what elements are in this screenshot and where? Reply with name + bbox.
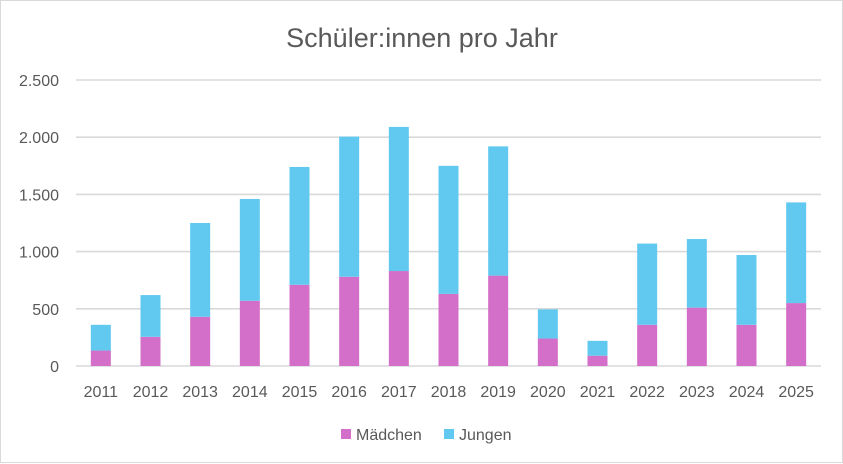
chart-title: Schüler:innen pro Jahr [286, 23, 558, 53]
bar-m-dchen-2017 [388, 271, 409, 366]
bar-m-dchen-2025 [786, 303, 807, 366]
legend-label: Mädchen [356, 427, 422, 444]
bar-jungen-2017 [388, 126, 409, 272]
x-tick-label: 2015 [282, 384, 318, 401]
x-tick-label: 2025 [778, 384, 814, 401]
bar-group-2025 [786, 202, 807, 366]
bar-m-dchen-2019 [488, 275, 509, 366]
x-tick-label: 2013 [182, 384, 218, 401]
bar-jungen-2023 [686, 239, 707, 308]
x-tick-label: 2018 [431, 384, 467, 401]
bar-group-2021 [587, 340, 608, 366]
bar-jungen-2025 [786, 202, 807, 304]
bar-group-2020 [537, 309, 558, 366]
y-tick-label: 500 [32, 302, 59, 319]
bar-jungen-2011 [90, 324, 111, 351]
bar-jungen-2015 [289, 166, 310, 285]
bar-m-dchen-2013 [190, 316, 211, 366]
bar-m-dchen-2012 [140, 336, 161, 366]
bar-m-dchen-2011 [90, 350, 111, 366]
bar-jungen-2020 [537, 309, 558, 339]
bar-m-dchen-2024 [736, 324, 757, 366]
bar-m-dchen-2022 [637, 324, 658, 366]
bar-jungen-2022 [637, 243, 658, 325]
bar-jungen-2021 [587, 340, 608, 356]
bar-m-dchen-2016 [339, 276, 360, 366]
legend-swatch [341, 429, 351, 439]
x-tick-label: 2024 [729, 384, 765, 401]
bars [90, 126, 807, 366]
x-tick-label: 2022 [629, 384, 665, 401]
bar-group-2014 [239, 198, 260, 366]
bar-group-2017 [388, 126, 409, 366]
bar-group-2018 [438, 165, 459, 366]
bar-group-2015 [289, 166, 310, 366]
x-tick-label: 2021 [580, 384, 616, 401]
x-tick-label: 2017 [381, 384, 417, 401]
bar-jungen-2019 [488, 146, 509, 276]
bar-m-dchen-2023 [686, 307, 707, 366]
bar-m-dchen-2021 [587, 355, 608, 366]
y-axis-tick-labels: 0 500 1.000 1.500 2.000 2.500 [19, 73, 59, 376]
bar-group-2012 [140, 295, 161, 366]
y-tick-label: 1.500 [19, 187, 59, 204]
legend-swatch [444, 429, 454, 439]
legend-item-jungen: Jungen [444, 427, 512, 444]
bar-group-2024 [736, 255, 757, 366]
legend-item-m-dchen: Mädchen [341, 427, 422, 444]
bar-jungen-2012 [140, 295, 161, 337]
y-tick-label: 0 [50, 359, 59, 376]
x-tick-label: 2023 [679, 384, 715, 401]
bar-group-2023 [686, 239, 707, 366]
bar-m-dchen-2014 [239, 300, 260, 366]
x-tick-label: 2014 [232, 384, 268, 401]
bar-m-dchen-2018 [438, 293, 459, 366]
x-tick-label: 2019 [480, 384, 516, 401]
legend: Mädchen Jungen [341, 427, 512, 444]
bar-jungen-2016 [339, 136, 360, 277]
bar-group-2019 [488, 146, 509, 366]
bar-group-2011 [90, 324, 111, 366]
y-tick-label: 2.000 [19, 130, 59, 147]
x-axis-tick-labels: 2011 2012 2013 2014 2015 2016 2017 2018 2019 2020… [84, 384, 814, 401]
bar-m-dchen-2020 [537, 338, 558, 366]
bar-jungen-2024 [736, 255, 757, 325]
legend-label: Jungen [459, 427, 512, 444]
bar-m-dchen-2015 [289, 284, 310, 366]
y-tick-label: 2.500 [19, 73, 59, 90]
bar-group-2016 [339, 136, 360, 366]
bar-jungen-2013 [190, 223, 211, 317]
bar-group-2022 [637, 243, 658, 366]
bar-jungen-2018 [438, 165, 459, 294]
bar-jungen-2014 [239, 198, 260, 301]
y-tick-label: 1.000 [19, 245, 59, 262]
x-tick-label: 2012 [133, 384, 169, 401]
bar-group-2013 [190, 223, 211, 366]
x-tick-label: 2020 [530, 384, 566, 401]
x-tick-label: 2011 [84, 384, 119, 401]
x-tick-label: 2016 [331, 384, 367, 401]
